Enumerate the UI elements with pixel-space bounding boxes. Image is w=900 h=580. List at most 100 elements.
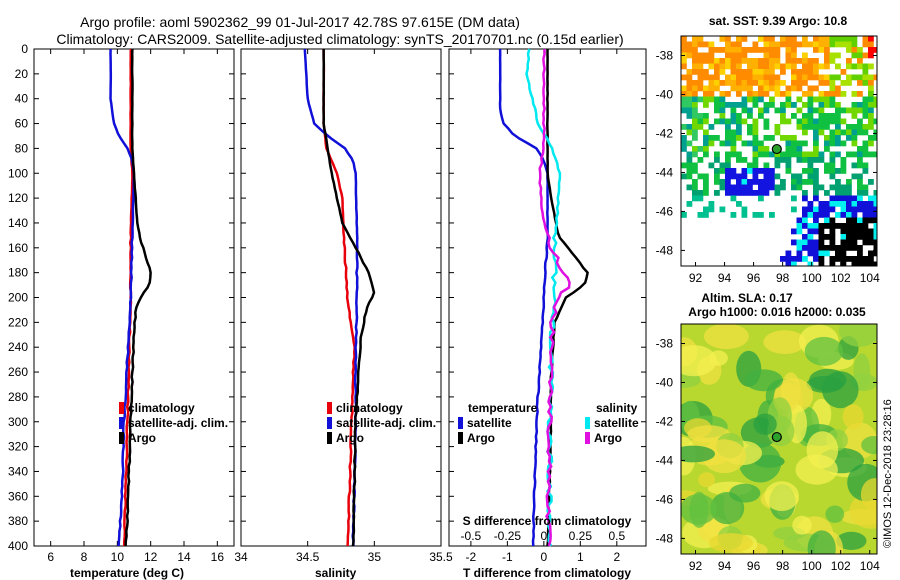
sst-cell <box>840 162 847 169</box>
sst-cell <box>824 74 830 81</box>
sst-cell <box>763 102 770 108</box>
sst-cell <box>763 58 770 64</box>
sst-cell <box>829 168 836 174</box>
sst-cell <box>681 135 687 141</box>
depth-tick-label: 280 <box>8 390 28 404</box>
sst-cell <box>697 74 704 81</box>
sst-cell <box>796 184 803 191</box>
sst-cell <box>824 124 830 130</box>
sst-cell <box>840 184 847 191</box>
sla-blob <box>860 478 877 512</box>
sst-cell <box>785 91 792 97</box>
sst-cell <box>857 179 863 185</box>
sst-cell <box>802 195 808 202</box>
sst-cell <box>813 124 819 130</box>
sst-cell <box>796 124 803 130</box>
sst-cell <box>791 36 797 42</box>
sst-cell <box>868 107 874 114</box>
sla-argo-marker <box>771 431 782 443</box>
sst-cell <box>829 58 836 64</box>
sst-cell <box>703 91 709 97</box>
sst-cell <box>813 146 819 152</box>
sst-cell <box>824 80 830 86</box>
sst-cell <box>868 234 874 240</box>
sst-cell <box>829 217 836 224</box>
sst-cell <box>681 47 687 53</box>
sst-cell <box>714 151 720 158</box>
sst-cell <box>862 36 869 42</box>
sla-blob <box>792 515 812 535</box>
sst-cell <box>692 102 698 108</box>
sst-cell <box>862 212 869 218</box>
sst-cell <box>708 74 715 81</box>
sst-cell <box>840 206 847 213</box>
sla-blob <box>807 530 836 554</box>
sst-cell <box>725 74 731 81</box>
temperature-legend: climatology satellite-adj. clim. Argo <box>119 401 228 445</box>
sst-cell <box>708 96 715 103</box>
sst-cell <box>868 113 874 119</box>
sst-cell <box>824 201 830 207</box>
sst-cell <box>813 228 819 235</box>
sst-cell <box>736 129 742 136</box>
t-difference-axis-ticks: -2 -1 0 1 2 <box>466 49 620 564</box>
sst-heatmap-cells <box>681 36 877 266</box>
sla-blob <box>744 369 783 392</box>
sla-blob <box>709 350 728 366</box>
legend-label-argo: Argo <box>128 431 156 445</box>
sst-cell <box>763 151 770 158</box>
sst-cell <box>719 118 726 125</box>
sst-cell <box>868 151 874 158</box>
sst-cell <box>829 113 836 119</box>
sst-cell <box>840 168 847 174</box>
lon-tick-label: 92 <box>689 271 703 285</box>
sst-cell <box>741 69 748 75</box>
sst-cell <box>813 140 819 147</box>
argo-location-marker <box>771 431 782 443</box>
lat-tick-label: -38 <box>656 336 674 350</box>
legend-title-temperature: temperature <box>468 401 538 415</box>
depth-tick-label: 240 <box>8 340 28 354</box>
sst-cell <box>719 113 726 119</box>
sst-cell <box>714 80 720 86</box>
sst-cell <box>774 190 781 196</box>
sst-cell <box>862 239 869 246</box>
sst-cell <box>697 80 704 86</box>
sla-blob <box>853 353 871 391</box>
sst-cell <box>763 179 770 185</box>
sst-cell <box>686 162 693 169</box>
sst-cell <box>774 52 781 59</box>
sst-cell <box>714 173 720 180</box>
lon-tick-label: 94 <box>718 559 732 573</box>
sst-cell <box>758 74 764 81</box>
sst-cell <box>752 168 759 174</box>
sst-cell <box>758 69 764 75</box>
sst-cell <box>769 47 775 53</box>
sst-cell <box>868 201 874 207</box>
sst-cell <box>846 256 852 262</box>
sst-cell <box>730 212 737 218</box>
sst-cell <box>725 102 731 108</box>
lon-tick-label: 98 <box>776 271 790 285</box>
sst-cell <box>769 63 775 70</box>
sst-cell <box>862 63 869 70</box>
sst-cell <box>818 212 825 218</box>
sst-cell <box>857 91 863 97</box>
sst-cell <box>818 124 825 130</box>
sst-cell <box>725 118 731 125</box>
difference-series-lines <box>498 48 589 547</box>
sst-cell <box>824 223 830 229</box>
sst-cell <box>813 256 819 262</box>
sst-cell <box>802 168 808 174</box>
sst-cell <box>769 135 775 141</box>
sst-cell <box>802 118 808 125</box>
sst-cell <box>741 190 748 196</box>
sst-cell <box>758 190 764 196</box>
sst-cell <box>857 250 863 257</box>
sst-cell <box>862 217 869 224</box>
sst-cell <box>747 162 753 169</box>
sst-cell <box>758 96 764 103</box>
x-tick-label: 8 <box>81 550 88 564</box>
sst-cell <box>714 63 720 70</box>
sst-cell <box>846 190 852 196</box>
